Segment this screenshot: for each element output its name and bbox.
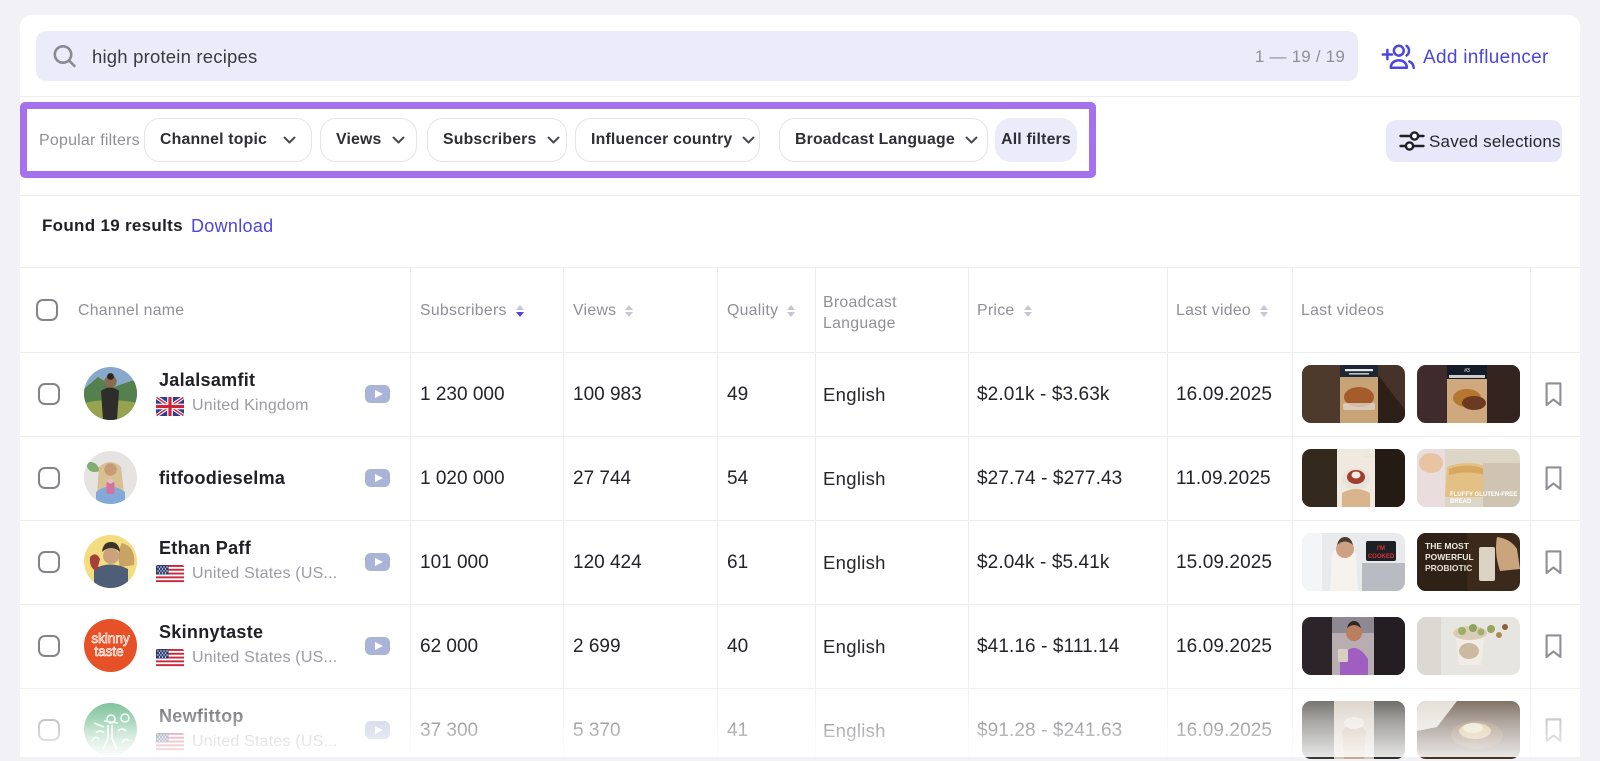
svg-text:I'M: I'M: [1377, 546, 1385, 552]
svg-text:COOKED: COOKED: [1368, 554, 1395, 560]
svg-text:taste: taste: [94, 644, 123, 659]
svg-text:Crisp: Crisp: [1364, 453, 1379, 459]
svg-text:FLUFFY GLUTEN-FREE: FLUFFY GLUTEN-FREE: [1450, 492, 1517, 498]
svg-text:#3: #3: [1464, 368, 1470, 374]
svg-text:BREAD: BREAD: [1450, 499, 1472, 505]
svg-text:PROBIOTIC: PROBIOTIC: [1425, 563, 1472, 573]
svg-text:THE MOST: THE MOST: [1425, 541, 1470, 551]
svg-text:POWERFUL: POWERFUL: [1425, 552, 1474, 562]
svg-text:skinny: skinny: [91, 631, 130, 646]
